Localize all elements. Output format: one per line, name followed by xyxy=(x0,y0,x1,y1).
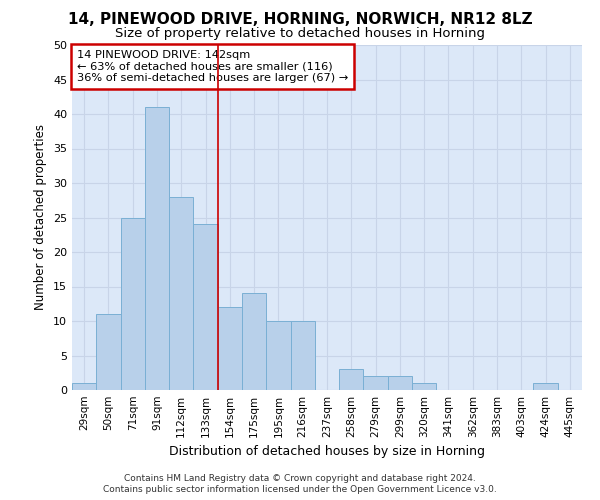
Bar xyxy=(242,294,266,390)
Bar xyxy=(364,376,388,390)
Bar xyxy=(169,197,193,390)
Bar xyxy=(193,224,218,390)
Text: 14 PINEWOOD DRIVE: 142sqm
← 63% of detached houses are smaller (116)
36% of semi: 14 PINEWOOD DRIVE: 142sqm ← 63% of detac… xyxy=(77,50,349,84)
Text: 14, PINEWOOD DRIVE, HORNING, NORWICH, NR12 8LZ: 14, PINEWOOD DRIVE, HORNING, NORWICH, NR… xyxy=(68,12,532,28)
Bar xyxy=(388,376,412,390)
Bar xyxy=(266,321,290,390)
Bar xyxy=(145,107,169,390)
Bar xyxy=(218,307,242,390)
Text: Size of property relative to detached houses in Horning: Size of property relative to detached ho… xyxy=(115,28,485,40)
Bar xyxy=(96,314,121,390)
Bar xyxy=(533,383,558,390)
Y-axis label: Number of detached properties: Number of detached properties xyxy=(34,124,47,310)
Bar xyxy=(339,370,364,390)
Bar xyxy=(412,383,436,390)
Text: Contains HM Land Registry data © Crown copyright and database right 2024.
Contai: Contains HM Land Registry data © Crown c… xyxy=(103,474,497,494)
X-axis label: Distribution of detached houses by size in Horning: Distribution of detached houses by size … xyxy=(169,446,485,458)
Bar xyxy=(290,321,315,390)
Bar xyxy=(121,218,145,390)
Bar xyxy=(72,383,96,390)
